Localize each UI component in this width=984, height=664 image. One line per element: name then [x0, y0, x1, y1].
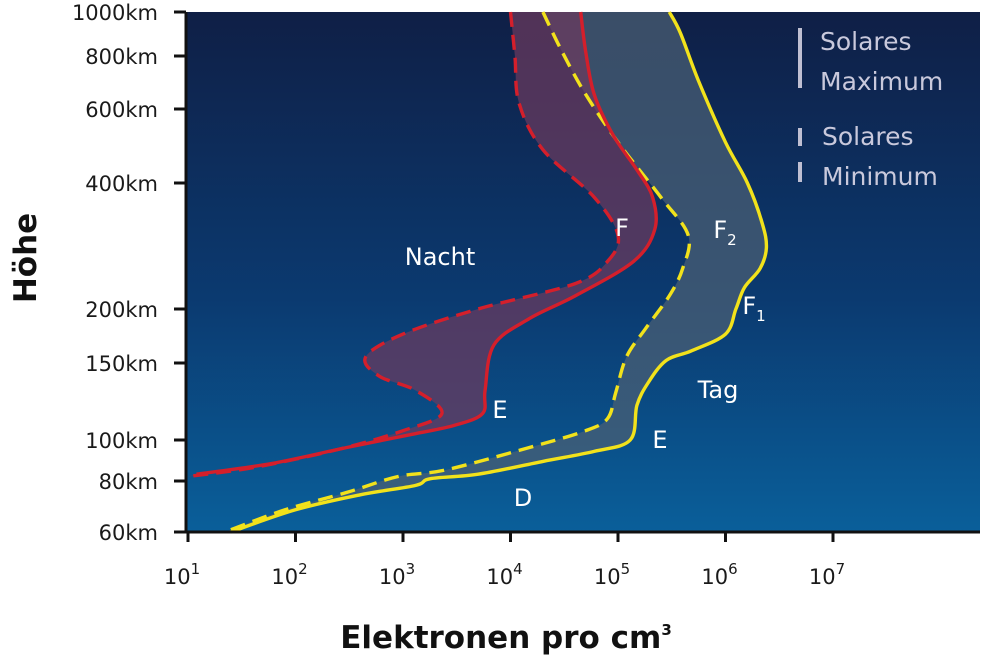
y-tick-label: 800km [85, 45, 158, 69]
y-tick-label: 150km [85, 352, 158, 376]
x-tick-label: 107 [809, 560, 845, 589]
annotation-label: E [492, 396, 507, 424]
band-fills [188, 12, 767, 532]
legend-label: Maximum [820, 67, 943, 96]
y-tick-label: 400km [85, 172, 158, 196]
y-tick-label: 100km [85, 429, 158, 453]
legend: Solares Maximum Solares Minimum [798, 27, 943, 191]
annotation-label: Tag [697, 376, 739, 404]
y-tick-label: 60km [99, 521, 158, 545]
x-tick-label: 105 [594, 560, 630, 589]
night-max-curve [196, 11, 659, 476]
x-tick-label: 102 [271, 560, 307, 589]
annotation-label: E [652, 426, 667, 454]
day-band-fill [224, 12, 767, 532]
y-tick-label: 200km [85, 298, 158, 322]
annotation-label: Nacht [405, 243, 475, 271]
x-axis-title: Elektronen pro cm3 [340, 620, 672, 656]
x-tick-label: 103 [379, 560, 415, 589]
legend-label: Solares [820, 27, 912, 56]
day-max-curve [230, 11, 769, 534]
y-axis-title: Höhe [8, 213, 44, 303]
legend-label: Minimum [822, 162, 938, 191]
x-tick-label: 104 [486, 560, 522, 589]
annotation-label: D [514, 484, 532, 512]
y-tick-label: 80km [99, 470, 158, 494]
night-band-fill [188, 12, 657, 477]
x-tick-labels: 101 102 103 104 105 106 107 [164, 560, 845, 589]
y-tick-label: 1000km [72, 1, 158, 25]
axes-layer [174, 10, 980, 542]
annotation-label: F [615, 214, 629, 242]
legend-label: Solares [822, 122, 914, 151]
night-min-curve [187, 11, 621, 479]
y-tick-label: 600km [85, 98, 158, 122]
curves-layer [187, 11, 769, 534]
x-tick-label: 101 [164, 560, 200, 589]
x-tick-label: 106 [701, 560, 737, 589]
y-tick-labels: 1000km 800km 600km 400km 200km 150km 100km 80km… [72, 1, 158, 545]
